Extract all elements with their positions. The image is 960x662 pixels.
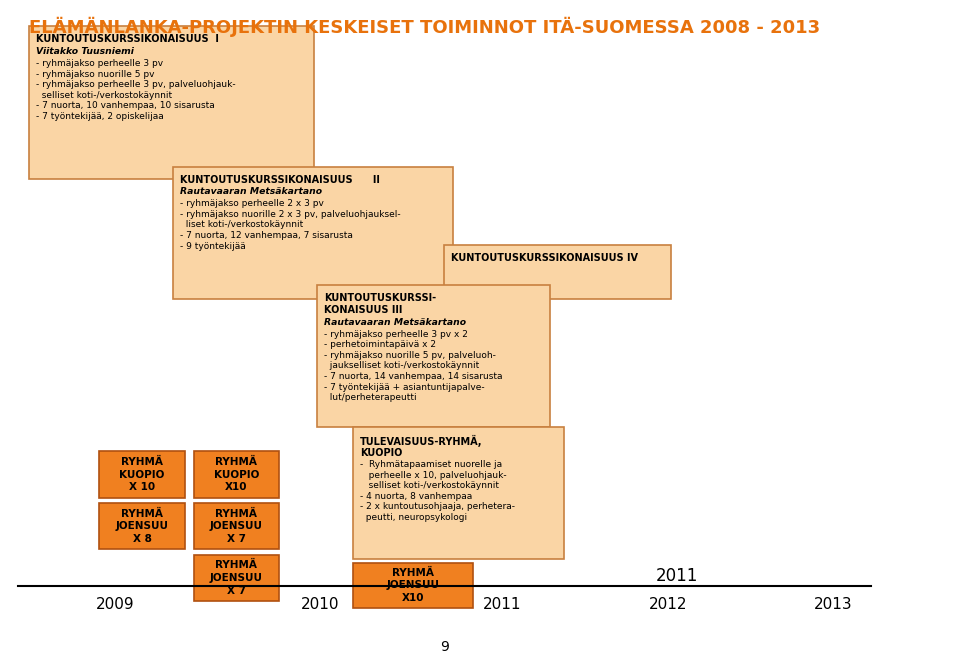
Text: - 2 x kuntoutusohjaaja, perhetera-: - 2 x kuntoutusohjaaja, perhetera-	[360, 502, 515, 512]
Text: JOENSUU: JOENSUU	[210, 573, 263, 583]
Text: ELÄMÄNLANKA-PROJEKTIN KESKEISET TOIMINNOT ITÄ-SUOMESSA 2008 - 2013: ELÄMÄNLANKA-PROJEKTIN KESKEISET TOIMINNO…	[30, 17, 821, 37]
Text: - ryhmäjakso nuorille 5 pv: - ryhmäjakso nuorille 5 pv	[36, 70, 155, 79]
FancyBboxPatch shape	[317, 285, 550, 427]
Text: 2011: 2011	[483, 597, 521, 612]
Text: Rautavaaran Metsäkartano: Rautavaaran Metsäkartano	[324, 318, 467, 327]
Text: -  Ryhmätapaamiset nuorelle ja: - Ryhmätapaamiset nuorelle ja	[360, 460, 502, 469]
FancyBboxPatch shape	[194, 451, 279, 498]
Text: KUOPIO: KUOPIO	[214, 469, 259, 480]
Text: jaukselliset koti-/verkostokäynnit: jaukselliset koti-/verkostokäynnit	[324, 361, 479, 371]
Text: RYHMÄ: RYHMÄ	[215, 457, 257, 467]
Text: - 4 nuorta, 8 vanhempaa: - 4 nuorta, 8 vanhempaa	[360, 492, 472, 501]
Text: JOENSUU: JOENSUU	[115, 521, 169, 532]
Text: RYHMÄ: RYHMÄ	[121, 457, 163, 467]
FancyBboxPatch shape	[100, 503, 184, 549]
Text: KUNTOUTUSKURSSI-: KUNTOUTUSKURSSI-	[324, 293, 437, 303]
Text: 2010: 2010	[300, 597, 339, 612]
Text: X10: X10	[401, 592, 424, 603]
Text: - ryhmäjakso perheelle 3 pv x 2: - ryhmäjakso perheelle 3 pv x 2	[324, 330, 468, 339]
Text: - ryhmäjakso nuorille 5 pv, palveluoh-: - ryhmäjakso nuorille 5 pv, palveluoh-	[324, 351, 496, 360]
Text: RYHMÄ: RYHMÄ	[215, 508, 257, 519]
Text: RYHMÄ: RYHMÄ	[121, 508, 163, 519]
FancyBboxPatch shape	[352, 427, 564, 559]
Text: 2012: 2012	[649, 597, 687, 612]
FancyBboxPatch shape	[30, 26, 314, 179]
Text: 2013: 2013	[814, 597, 852, 612]
Text: lut/perheterapeutti: lut/perheterapeutti	[324, 393, 417, 402]
Text: - 7 nuorta, 14 vanhempaa, 14 sisarusta: - 7 nuorta, 14 vanhempaa, 14 sisarusta	[324, 372, 503, 381]
Text: KUNTOUTUSKURSSIKONAISUUS  I: KUNTOUTUSKURSSIKONAISUUS I	[36, 34, 219, 44]
Text: - ryhmäjakso perheelle 2 x 3 pv: - ryhmäjakso perheelle 2 x 3 pv	[180, 199, 324, 209]
Text: - 7 työntekijää + asiantuntijapalve-: - 7 työntekijää + asiantuntijapalve-	[324, 383, 485, 392]
Text: 2011: 2011	[656, 567, 698, 585]
Text: 9: 9	[440, 640, 448, 654]
Text: 2009: 2009	[96, 597, 134, 612]
FancyBboxPatch shape	[352, 563, 472, 608]
Text: - perhetoimintapäivä x 2: - perhetoimintapäivä x 2	[324, 340, 436, 350]
Text: RYHMÄ: RYHMÄ	[392, 567, 434, 578]
Text: JOENSUU: JOENSUU	[210, 521, 263, 532]
Text: perheelle x 10, palveluohjauk-: perheelle x 10, palveluohjauk-	[360, 471, 506, 480]
Text: X 7: X 7	[227, 534, 246, 544]
Text: liset koti-/verkostokäynnit: liset koti-/verkostokäynnit	[180, 220, 303, 230]
FancyBboxPatch shape	[194, 503, 279, 549]
Text: KUNTOUTUSKURSSIKONAISUUS IV: KUNTOUTUSKURSSIKONAISUUS IV	[451, 253, 638, 263]
Text: KUOPIO: KUOPIO	[119, 469, 165, 480]
FancyBboxPatch shape	[100, 451, 184, 498]
Text: - 9 työntekijää: - 9 työntekijää	[180, 242, 246, 251]
Text: selliset koti-/verkostokäynnit: selliset koti-/verkostokäynnit	[36, 91, 173, 100]
Text: peutti, neuropsykologi: peutti, neuropsykologi	[360, 513, 467, 522]
Text: Rautavaaran Metsäkartano: Rautavaaran Metsäkartano	[180, 187, 323, 197]
Text: JOENSUU: JOENSUU	[386, 580, 439, 591]
Text: X10: X10	[225, 482, 248, 493]
Text: TULEVAISUUS-RYHMÄ,: TULEVAISUUS-RYHMÄ,	[360, 435, 482, 447]
Text: - 7 nuorta, 12 vanhempaa, 7 sisarusta: - 7 nuorta, 12 vanhempaa, 7 sisarusta	[180, 231, 353, 240]
Text: - ryhmäjakso perheelle 3 pv, palveluohjauk-: - ryhmäjakso perheelle 3 pv, palveluohja…	[36, 80, 236, 89]
FancyBboxPatch shape	[194, 555, 279, 601]
Text: RYHMÄ: RYHMÄ	[215, 560, 257, 571]
Text: - ryhmäjakso perheelle 3 pv: - ryhmäjakso perheelle 3 pv	[36, 59, 163, 68]
Text: - 7 työntekijää, 2 opiskelijaa: - 7 työntekijää, 2 opiskelijaa	[36, 112, 164, 121]
FancyBboxPatch shape	[444, 245, 671, 299]
Text: Viitakko Tuusniemi: Viitakko Tuusniemi	[36, 47, 134, 56]
Text: X 10: X 10	[129, 482, 156, 493]
Text: - ryhmäjakso nuorille 2 x 3 pv, palveluohjauksel-: - ryhmäjakso nuorille 2 x 3 pv, palveluo…	[180, 210, 401, 219]
Text: X 7: X 7	[227, 585, 246, 596]
Text: - 7 nuorta, 10 vanhempaa, 10 sisarusta: - 7 nuorta, 10 vanhempaa, 10 sisarusta	[36, 101, 215, 111]
Text: KONAISUUS III: KONAISUUS III	[324, 305, 402, 315]
Text: KUOPIO: KUOPIO	[360, 448, 402, 457]
Text: selliset koti-/verkostokäynnit: selliset koti-/verkostokäynnit	[360, 481, 499, 491]
FancyBboxPatch shape	[173, 167, 453, 299]
Text: X 8: X 8	[132, 534, 152, 544]
Text: KUNTOUTUSKURSSIKONAISUUS      II: KUNTOUTUSKURSSIKONAISUUS II	[180, 175, 380, 185]
